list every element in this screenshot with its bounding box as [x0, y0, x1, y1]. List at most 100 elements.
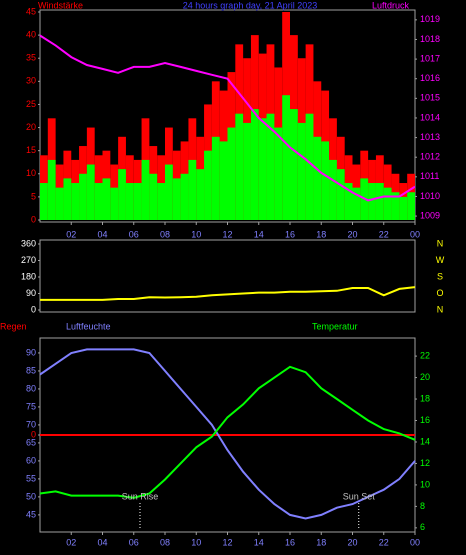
- wind-bar: [196, 169, 205, 220]
- wind-bar: [321, 141, 330, 220]
- wind-bar: [204, 150, 212, 220]
- y2-tick-label: 1010: [420, 191, 440, 201]
- wind-bar: [282, 95, 290, 220]
- y-tick-label: 60: [26, 455, 36, 465]
- wind-bar: [157, 183, 165, 220]
- wind-bar: [86, 164, 95, 220]
- compass-label: W: [436, 255, 445, 265]
- y-tick-label: 45: [26, 509, 36, 519]
- wind-bar: [243, 122, 251, 220]
- wind-bar: [102, 178, 111, 220]
- wind-bar: [391, 192, 400, 220]
- wind-bar: [227, 127, 236, 220]
- y-tick-label: 360: [21, 238, 36, 248]
- y2-tick-label: 22: [420, 350, 430, 360]
- y2-tick-label: 1014: [420, 112, 440, 122]
- wind-bar: [250, 109, 259, 220]
- y2-tick-label: 18: [420, 393, 430, 403]
- y-tick-label: 75: [26, 401, 36, 411]
- y2-tick-label: 1012: [420, 152, 440, 162]
- x-tick-label: 12: [222, 229, 232, 239]
- y-axis-label: Windstärke: [38, 0, 83, 10]
- y-tick-label: 55: [26, 473, 36, 483]
- y2-tick-label: 8: [420, 501, 425, 511]
- wind-bar: [141, 159, 150, 220]
- y-tick-label: 50: [26, 491, 36, 501]
- wind-bar: [219, 141, 228, 220]
- wind-bar: [313, 136, 322, 220]
- y-tick-label: 10: [26, 168, 36, 178]
- y2-tick-label: 20: [420, 372, 430, 382]
- series-line: [39, 365, 416, 499]
- y2-tick-label: 14: [420, 436, 430, 446]
- wind-bar: [79, 173, 87, 220]
- x-tick-label: 22: [379, 537, 389, 547]
- y-tick-label: 35: [26, 53, 36, 63]
- x-tick-label: 08: [160, 229, 170, 239]
- x-tick-label: 02: [66, 537, 76, 547]
- y-tick-label: 70: [26, 419, 36, 429]
- x-tick-label: 20: [347, 537, 357, 547]
- wind-bar: [149, 173, 158, 220]
- wind-bar: [188, 159, 197, 220]
- wind-bar: [375, 183, 384, 220]
- y-tick-label: 65: [26, 437, 36, 447]
- series-line: [39, 34, 416, 202]
- wind-bar: [125, 183, 134, 220]
- wind-bar: [399, 196, 408, 220]
- wind-bar: [329, 159, 337, 220]
- y2-tick-label: 1011: [420, 171, 439, 181]
- x-tick-label: 16: [285, 537, 295, 547]
- y-tick-label: 90: [26, 347, 36, 357]
- y-tick-label: 30: [26, 76, 36, 86]
- x-tick-label: 10: [191, 229, 201, 239]
- y2-tick-label: 1015: [420, 93, 440, 103]
- x-tick-label: 12: [222, 537, 232, 547]
- y-tick-label: 0: [31, 304, 36, 314]
- y2-tick-label: 1009: [420, 210, 440, 220]
- y-tick-label: 180: [21, 271, 36, 281]
- wind-bar: [290, 109, 298, 220]
- wind-bar: [71, 183, 80, 220]
- wind-bar: [133, 183, 142, 220]
- y-tick-label: 0: [31, 214, 36, 224]
- x-tick-label: 16: [285, 229, 295, 239]
- y-tick-label: 40: [26, 29, 36, 39]
- y2-tick-label: 1017: [420, 53, 440, 63]
- wind-bar: [118, 169, 126, 220]
- compass-label: S: [437, 271, 443, 281]
- x-tick-label: 06: [129, 229, 139, 239]
- annotation: Sun Rise: [122, 491, 159, 501]
- x-tick-label: 20: [347, 229, 357, 239]
- y2-tick-label: 1016: [420, 73, 440, 83]
- wind-bar: [235, 113, 244, 220]
- y2-tick-label: 1018: [420, 34, 440, 44]
- x-tick-label: 10: [191, 537, 201, 547]
- wind-bar: [266, 113, 275, 220]
- x-tick-label: 00: [410, 537, 420, 547]
- plot-frame: [39, 239, 416, 313]
- compass-label: N: [437, 238, 444, 248]
- y2-tick-label: 10: [420, 479, 430, 489]
- title: 24 hours graph day, 21 April 2023: [183, 0, 317, 10]
- y3-axis-label: Regen: [0, 321, 27, 331]
- x-tick-label: 14: [254, 537, 264, 547]
- y-tick-label: 15: [26, 145, 36, 155]
- wind-bar: [297, 122, 306, 220]
- annotation: Sun Set: [343, 491, 376, 501]
- wind-bar: [55, 187, 64, 220]
- y-axis-label: Luftfeuchte: [66, 321, 111, 331]
- x-tick-label: 00: [410, 229, 420, 239]
- wind-bar: [344, 183, 353, 220]
- x-tick-label: 06: [129, 537, 139, 547]
- y2-tick-label: 16: [420, 415, 430, 425]
- x-tick-label: 18: [316, 229, 326, 239]
- x-tick-label: 04: [97, 229, 107, 239]
- compass-label: N: [437, 304, 444, 314]
- wind-bar: [305, 113, 314, 220]
- y2-axis-label: Luftdruck: [372, 0, 410, 10]
- x-tick-label: 22: [379, 229, 389, 239]
- x-tick-label: 02: [66, 229, 76, 239]
- wind-bar: [172, 178, 181, 220]
